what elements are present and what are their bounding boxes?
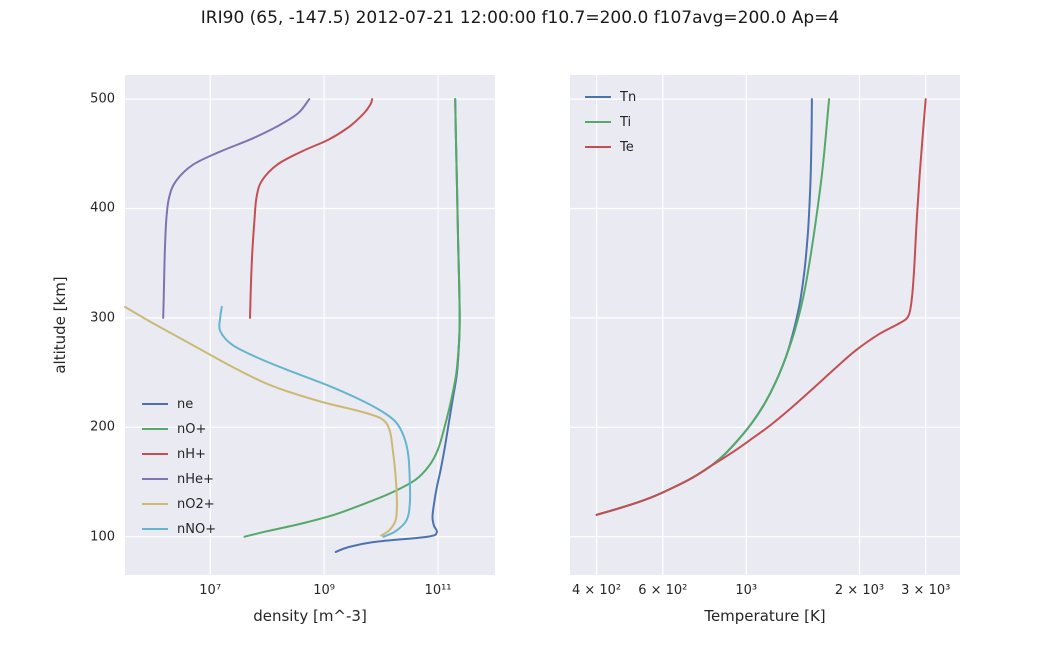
legend-line-swatch xyxy=(585,146,611,148)
legend-item-nHe+: nHe+ xyxy=(142,470,216,488)
y-tick-label: 500 xyxy=(90,91,115,107)
x-axis-label-density: density [m^-3] xyxy=(253,607,367,625)
legend-label: ne xyxy=(177,396,194,412)
legend-item-nO+: nO+ xyxy=(142,420,216,438)
legend-item-nH+: nH+ xyxy=(142,445,216,463)
legend-label: nO2+ xyxy=(177,496,215,512)
legend-label: Tn xyxy=(620,89,637,105)
legend-line-swatch xyxy=(142,403,168,405)
series-line-nO+ xyxy=(243,98,461,538)
legend-item-Ti: Ti xyxy=(585,113,636,131)
y-tick-label: 400 xyxy=(90,200,115,216)
legend-line-swatch xyxy=(142,428,168,430)
legend-item-Tn: Tn xyxy=(585,88,636,106)
legend-line-swatch xyxy=(142,503,168,505)
legend-density: ne nO+ nH+ nHe+ nO2+ nNO+ xyxy=(142,395,216,538)
legend-label: Te xyxy=(620,139,634,155)
legend-label: nO+ xyxy=(177,421,207,437)
x-tick-label: 10⁷ xyxy=(199,583,222,598)
legend-line-swatch xyxy=(142,478,168,480)
y-tick-label: 300 xyxy=(90,310,115,326)
legend-line-swatch xyxy=(142,528,168,530)
axes-density xyxy=(124,75,495,575)
axes-background xyxy=(125,75,495,575)
y-axis-label: altitude [km] xyxy=(51,276,69,374)
legend-label: nHe+ xyxy=(177,471,214,487)
axes-temperature xyxy=(570,75,960,575)
y-tick-label: 100 xyxy=(90,529,115,545)
legend-line-swatch xyxy=(585,121,611,123)
x-axis-label-temperature: Temperature [K] xyxy=(704,607,826,625)
legend-label: nH+ xyxy=(177,446,206,462)
legend-line-swatch xyxy=(142,453,168,455)
x-tick-label: 6 × 10² xyxy=(638,583,688,598)
legend-item-Te: Te xyxy=(585,138,636,156)
series-line-nNO+ xyxy=(218,305,412,538)
legend-label: Ti xyxy=(620,114,632,130)
legend-item-nO2+: nO2+ xyxy=(142,495,216,513)
x-tick-label: 2 × 10³ xyxy=(834,583,885,598)
series-line-nH+ xyxy=(249,98,374,319)
x-tick-label: 10³ xyxy=(735,583,758,598)
legend-item-nNO+: nNO+ xyxy=(142,520,216,538)
series-line-Te xyxy=(595,98,927,516)
legend-label: nNO+ xyxy=(177,521,217,537)
figure-title: IRI90 (65, -147.5) 2012-07-21 12:00:00 f… xyxy=(200,8,840,28)
series-line-nO2+ xyxy=(124,305,398,537)
legend-temperature: Tn Ti Te xyxy=(585,88,636,156)
series-line-nHe+ xyxy=(162,98,311,319)
legend-line-swatch xyxy=(585,96,611,98)
x-tick-label: 10¹¹ xyxy=(424,583,452,598)
y-tick-label: 200 xyxy=(90,419,115,435)
x-tick-label: 4 × 10² xyxy=(571,583,622,598)
x-tick-label: 10⁹ xyxy=(313,583,335,598)
x-tick-label: 3 × 10³ xyxy=(901,583,951,598)
legend-item-ne: ne xyxy=(142,395,216,413)
